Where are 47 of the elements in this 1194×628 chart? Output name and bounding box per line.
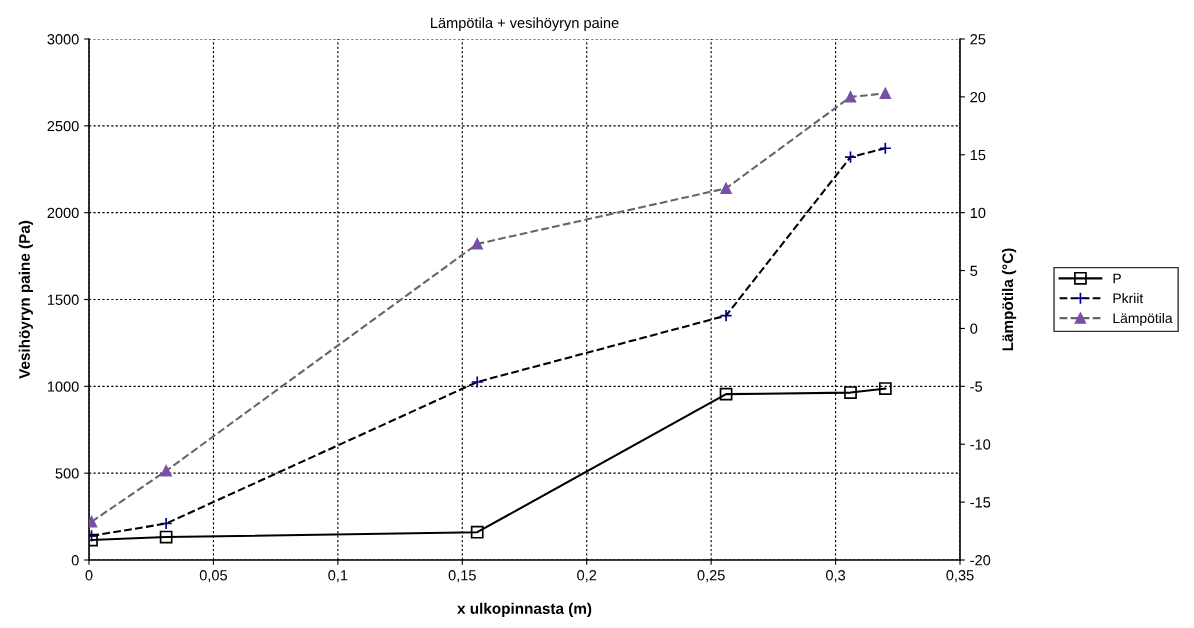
y2-tick-label: 25 [970,34,986,45]
x-tick-label: 0,35 [946,570,974,583]
x-tick-label: 0,3 [826,570,846,583]
point [878,382,892,395]
y-tick-label: 0 [71,555,79,566]
point [470,375,484,389]
point [470,525,484,539]
y-tick-label: 1500 [47,294,79,305]
y2-tick-label: -20 [970,555,991,566]
point [471,238,483,250]
y2-tick-label: 0 [970,323,978,334]
point [720,182,732,195]
y2-tick-label: -5 [970,381,983,392]
point [879,87,892,100]
point [160,465,172,477]
point [878,141,892,155]
y2-tick-label: 15 [970,150,986,161]
x-tick-label: 0,05 [199,570,228,583]
point [844,386,857,399]
x-tick-label: 0,25 [697,570,725,583]
point [844,91,857,103]
y-tick-label: 2500 [47,120,79,132]
y2-tick-label: 5 [970,265,978,276]
legend-label: P [1113,273,1121,284]
y2-tick-label: -10 [970,439,991,450]
y2-tick-label: 20 [970,91,986,103]
point [159,530,173,544]
legend-label: Lämpötila [1113,312,1173,326]
x-tick-label: 0,1 [328,570,348,583]
y2-tick-label: 10 [970,207,986,219]
point [159,517,173,530]
x-tick-label: 0,2 [577,570,597,583]
point [719,309,733,323]
x-tick-label: 0,15 [448,570,476,583]
legend-label: Pkriit [1113,293,1144,304]
point [719,387,733,401]
y-tick-label: 500 [55,468,79,479]
x-axis-title: x ulkopinnasta (m) [457,602,592,617]
chart-title: Lämpötila + vesihöyryn paine [431,17,619,31]
y-tick-label: 3000 [47,34,79,45]
point [844,150,857,164]
x-tick-label: 0 [85,570,93,581]
y-axis-title: Vesihöyryn paine (Pa) [18,220,33,379]
y2-tick-label: -15 [970,497,991,508]
y-tick-label: 1000 [47,381,79,392]
y-tick-label: 2000 [47,207,79,219]
y2-axis-title: Lämpötila (°C) [1001,248,1017,351]
